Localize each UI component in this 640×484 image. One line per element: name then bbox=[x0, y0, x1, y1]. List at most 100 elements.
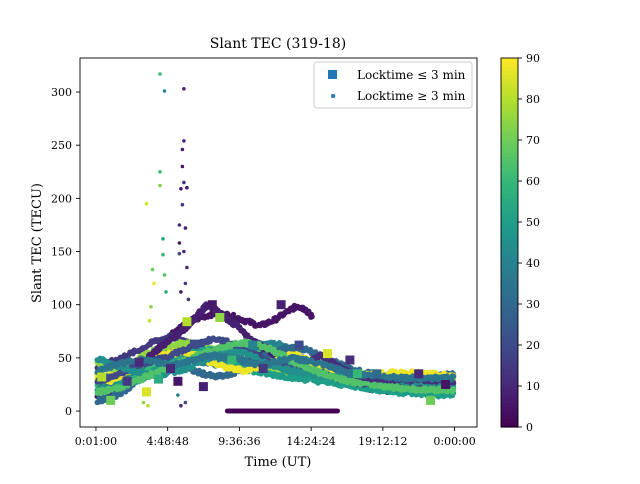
colorbar-segment bbox=[501, 152, 518, 157]
colorbar-segment bbox=[501, 222, 518, 227]
outlier-point bbox=[158, 72, 162, 76]
outlier-point bbox=[182, 87, 186, 91]
outlier-point bbox=[179, 290, 183, 294]
colorbar-segment bbox=[501, 169, 518, 174]
x-axis-label: Time (UT) bbox=[245, 455, 312, 470]
locktime-square-marker bbox=[173, 377, 182, 386]
locktime-square-marker bbox=[277, 300, 286, 309]
outlier-point bbox=[151, 268, 155, 272]
locktime-square-marker bbox=[97, 373, 106, 382]
locktime-square-marker bbox=[135, 358, 144, 367]
colorbar-segment bbox=[501, 304, 518, 309]
colorbar-segment bbox=[501, 329, 518, 334]
locktime-square-marker bbox=[345, 356, 354, 365]
y-tick-label: 200 bbox=[51, 192, 72, 205]
locktime-square-marker bbox=[190, 340, 199, 349]
locktime-square-marker bbox=[259, 364, 268, 373]
legend-square-marker bbox=[328, 70, 337, 79]
y-tick-label: 300 bbox=[51, 86, 72, 99]
colorbar-segment bbox=[501, 263, 518, 268]
locktime-square-marker bbox=[248, 341, 257, 350]
outlier-point bbox=[181, 203, 185, 207]
colorbar-segment bbox=[501, 173, 518, 178]
colorbar-segment bbox=[501, 181, 518, 186]
colorbar-segment bbox=[501, 165, 518, 170]
locktime-square-marker bbox=[106, 396, 115, 405]
colorbar-segment bbox=[501, 411, 518, 416]
colorbar-segment bbox=[501, 386, 518, 391]
colorbar-segment bbox=[501, 193, 518, 198]
outlier-point bbox=[158, 170, 162, 174]
locktime-square-marker bbox=[166, 364, 175, 373]
colorbar-segment bbox=[501, 316, 518, 321]
x-tick-label: 9:36:36 bbox=[218, 435, 260, 448]
locktime-square-marker bbox=[199, 382, 208, 391]
colorbar-segment bbox=[501, 415, 518, 420]
colorbar-segment bbox=[501, 341, 518, 346]
locktime-square-marker bbox=[208, 300, 217, 309]
colorbar-segment bbox=[501, 279, 518, 284]
locktime-square-marker bbox=[154, 375, 163, 384]
locktime-square-marker bbox=[227, 356, 236, 365]
locktime-square-marker bbox=[142, 387, 151, 396]
colorbar-segment bbox=[501, 407, 518, 412]
locktime-square-marker bbox=[353, 369, 362, 378]
colorbar-segment bbox=[501, 370, 518, 375]
zero-run bbox=[225, 409, 340, 414]
x-tick-label: 14:24:24 bbox=[286, 435, 335, 448]
y-tick-label: 100 bbox=[51, 299, 72, 312]
colorbar-segment bbox=[501, 259, 518, 264]
chart-title: Slant TEC (319-18) bbox=[210, 36, 346, 52]
outlier-point bbox=[145, 202, 149, 206]
colorbar-segment bbox=[501, 210, 518, 215]
outlier-point bbox=[146, 404, 150, 408]
colorbar-segment bbox=[501, 243, 518, 248]
outlier-point bbox=[161, 253, 165, 257]
colorbar-segment bbox=[501, 292, 518, 297]
colorbar-segment bbox=[501, 337, 518, 342]
outlier-point bbox=[178, 223, 182, 227]
colorbar-segment bbox=[501, 202, 518, 207]
x-tick-label: 0:01:00 bbox=[75, 435, 117, 448]
colorbar-segment bbox=[501, 320, 518, 325]
colorbar-segment bbox=[501, 148, 518, 153]
colorbar-segment bbox=[501, 288, 518, 293]
locktime-square-marker bbox=[323, 349, 332, 358]
outlier-point bbox=[163, 273, 167, 277]
colorbar-segment bbox=[501, 230, 518, 235]
track-point bbox=[309, 314, 314, 319]
colorbar-segment bbox=[501, 189, 518, 194]
colorbar-segment bbox=[501, 161, 518, 166]
colorbar-segment bbox=[501, 312, 518, 317]
colorbar-segment bbox=[501, 325, 518, 330]
colorbar-segment bbox=[501, 218, 518, 223]
colorbar-segment bbox=[501, 308, 518, 313]
outlier-point bbox=[179, 187, 183, 191]
outlier-point bbox=[178, 252, 182, 256]
outlier-point bbox=[181, 165, 185, 169]
colorbar-segment bbox=[501, 394, 518, 399]
outlier-point bbox=[176, 393, 180, 397]
outlier-point bbox=[184, 401, 188, 405]
colorbar-segment bbox=[501, 197, 518, 202]
zero-run-point bbox=[335, 409, 340, 414]
locktime-square-marker bbox=[372, 369, 381, 378]
colorbar-segment bbox=[501, 345, 518, 350]
x-tick-label: 0:00:00 bbox=[433, 435, 475, 448]
outlier-point bbox=[178, 241, 182, 245]
colorbar-segment bbox=[501, 402, 518, 407]
locktime-square-marker bbox=[295, 341, 304, 350]
x-tick-label: 19:12:12 bbox=[358, 435, 407, 448]
locktime-square-marker bbox=[182, 317, 191, 326]
y-tick-label: 0 bbox=[65, 405, 72, 418]
colorbar-segment bbox=[501, 156, 518, 161]
colorbar-segment bbox=[501, 419, 518, 424]
locktime-square-marker bbox=[414, 369, 423, 378]
track-point bbox=[231, 312, 236, 317]
colorbar-segment bbox=[501, 366, 518, 371]
colorbar-segment bbox=[501, 296, 518, 301]
colorbar-segment bbox=[501, 333, 518, 338]
colorbar-segment bbox=[501, 255, 518, 260]
